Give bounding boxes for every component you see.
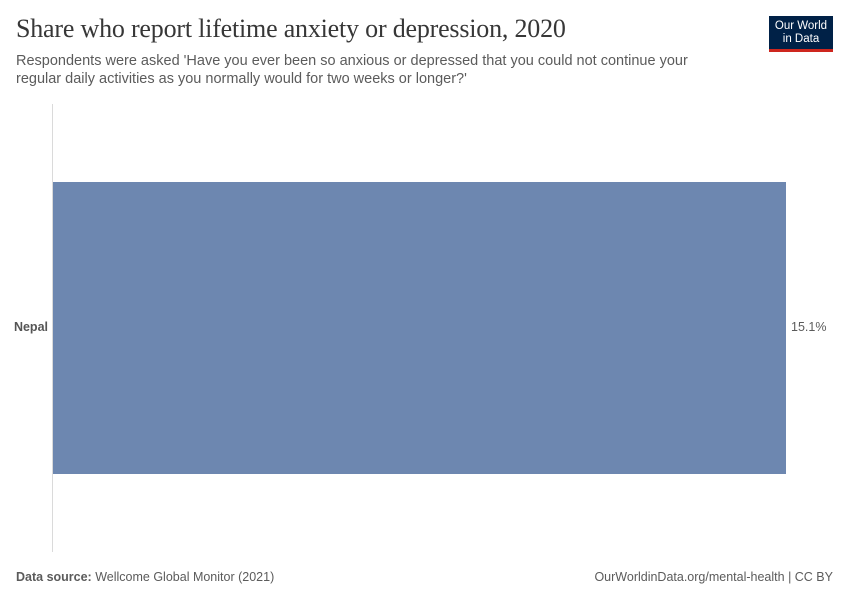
- footer-link[interactable]: OurWorldinData.org/mental-health | CC BY: [594, 570, 833, 584]
- category-label: Nepal: [13, 320, 48, 334]
- logo-line-1: Our World: [774, 20, 828, 32]
- chart-subtitle: Respondents were asked 'Have you ever be…: [16, 53, 688, 87]
- data-source: Data source: Wellcome Global Monitor (20…: [16, 570, 274, 584]
- logo-line-2: in Data: [782, 33, 820, 45]
- value-label: 15.1%: [791, 320, 827, 334]
- owid-logo[interactable]: Our World in Data: [769, 16, 833, 52]
- data-source-value[interactable]: Wellcome Global Monitor (2021): [95, 570, 275, 584]
- bar-nepal[interactable]: [53, 182, 786, 474]
- chart-title: Share who report lifetime anxiety or dep…: [16, 14, 566, 43]
- y-axis-line: [52, 104, 53, 552]
- data-source-label: Data source:: [16, 570, 92, 584]
